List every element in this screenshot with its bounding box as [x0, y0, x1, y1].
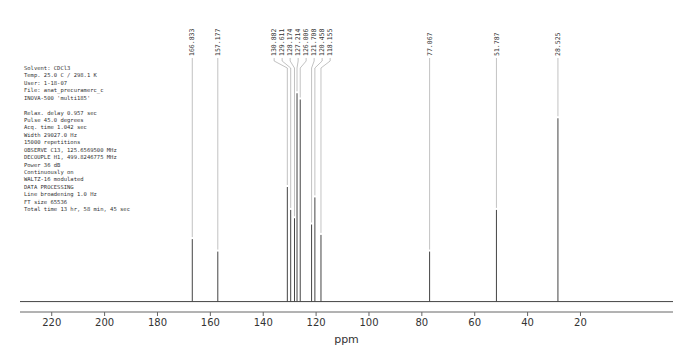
peak: [314, 197, 315, 301]
peak-label: 121.708: [310, 29, 318, 56]
label-leader: [290, 58, 294, 216]
x-axis-line: [20, 312, 673, 313]
label-leader: [217, 58, 218, 250]
info-line: Relax. delay 0.957 sec: [24, 110, 97, 117]
peak: [557, 118, 558, 301]
x-tick: [368, 312, 369, 316]
peak-label: 118.155: [326, 29, 334, 56]
peak-label: 129.611: [278, 29, 286, 56]
info-line: FT size 65536: [24, 199, 67, 205]
peak: [297, 93, 298, 301]
label-leader: [557, 58, 558, 116]
x-tick: [474, 312, 475, 316]
label-leader: [496, 58, 497, 208]
x-tick: [104, 312, 105, 316]
x-tick: [263, 312, 264, 316]
peak: [320, 235, 321, 302]
label-leader: [282, 58, 291, 208]
plot-area: [20, 93, 673, 301]
peak: [496, 210, 497, 302]
info-line: Total time 13 hr, 58 min, 45 sec: [24, 206, 130, 212]
peak-label: 77.067: [426, 32, 434, 56]
label-leader: [321, 58, 330, 233]
info-line: DATA PROCESSING: [24, 184, 74, 190]
baseline: [20, 301, 673, 302]
x-tick-label: 20: [574, 317, 587, 328]
peak-label: 128.174: [286, 29, 294, 56]
peak: [429, 252, 430, 302]
info-line: File: anat_precuramerc_c: [24, 87, 103, 94]
x-tick-label: 40: [521, 317, 534, 328]
x-tick: [51, 312, 52, 316]
peak: [290, 210, 291, 302]
x-tick-label: 60: [468, 317, 481, 328]
x-tick-label: 180: [148, 317, 167, 328]
peak: [217, 252, 218, 302]
x-tick-label: 120: [307, 317, 326, 328]
x-tick: [580, 312, 581, 316]
info-line: INOVA-500 'multi185': [24, 95, 90, 101]
peak: [294, 218, 295, 301]
label-leader: [312, 58, 315, 223]
info-line: Width 29027.0 Hz: [24, 132, 77, 138]
info-line: User: 1-18-07: [24, 80, 67, 86]
peak: [300, 100, 301, 302]
info-line: Line broadening 1.0 Hz: [24, 191, 97, 198]
info-annotation: Solvent: CDCl3Temp. 25.0 C / 298.1 KUser…: [24, 65, 130, 212]
label-leader: [297, 58, 298, 91]
peak-label: 120.458: [318, 29, 326, 56]
peak-label: 28.525: [554, 32, 562, 56]
peak-label: 127.214: [294, 29, 302, 56]
peak: [311, 225, 312, 302]
x-tick-label: 100: [359, 317, 378, 328]
x-tick-label: 220: [42, 317, 61, 328]
x-tick-label: 160: [201, 317, 220, 328]
x-tick: [210, 312, 211, 316]
info-line: DECOUPLE H1, 499.8246775 MHz: [24, 154, 117, 160]
peak-label: 157.177: [214, 29, 222, 56]
peak: [287, 187, 288, 302]
peak-label: 51.787: [493, 32, 501, 56]
info-line: Continuously on: [24, 169, 74, 176]
peak-label: 126.006: [302, 29, 310, 56]
x-tick-label: 80: [415, 317, 428, 328]
label-leader: [300, 58, 306, 98]
peak: [192, 239, 193, 302]
info-line: Temp. 25.0 C / 298.1 K: [24, 72, 98, 79]
info-line: WALTZ-16 modulated: [24, 176, 84, 182]
x-tick-label: 140: [254, 317, 273, 328]
chart: 22020018016014012010080604020ppm166.8331…: [0, 0, 688, 349]
x-tick: [421, 312, 422, 316]
info-line: Solvent: CDCl3: [24, 65, 70, 71]
x-tick-label: 200: [95, 317, 114, 328]
info-line: Acq. time 1.042 sec: [24, 124, 87, 131]
x-tick: [157, 312, 158, 316]
label-leader: [274, 58, 287, 185]
x-tick: [316, 312, 317, 316]
info-line: Pulse 45.0 degrees: [24, 117, 84, 124]
label-leader: [429, 58, 430, 250]
info-line: Power 36 dB: [24, 162, 61, 168]
x-tick: [527, 312, 528, 316]
peak-labels: 166.833 157.177 130.882129.611128.174127.2…: [188, 29, 562, 250]
info-line: OBSERVE C13, 125.6569500 MHz: [24, 147, 117, 153]
info-line: 15000 repetitions: [24, 139, 80, 146]
label-leader: [192, 58, 193, 237]
peak-label: 166.833: [188, 29, 196, 56]
peak-label: 130.882: [270, 29, 278, 56]
x-axis-label: ppm: [334, 333, 359, 346]
